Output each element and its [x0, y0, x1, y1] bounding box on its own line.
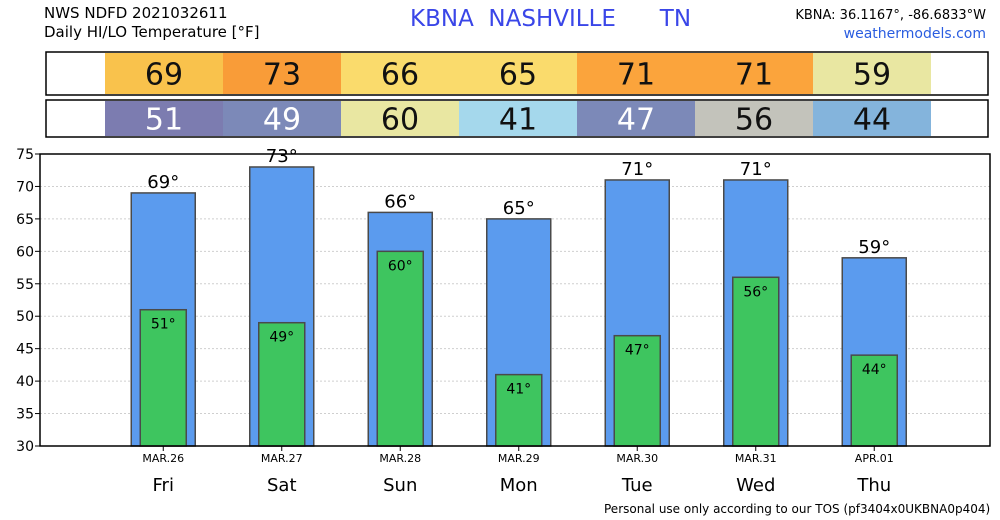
x-date-label: MAR.30 — [616, 452, 658, 465]
station-coordinates: KBNA: 36.1167°, -86.6833°W — [795, 8, 986, 23]
high-summary-cell — [577, 53, 695, 94]
high-summary-value: 73 — [263, 58, 301, 93]
x-date-label: MAR.31 — [735, 452, 777, 465]
low-summary-value: 51 — [145, 103, 183, 138]
high-summary-cell — [695, 53, 813, 94]
low-summary-value: 56 — [735, 103, 773, 138]
high-summary-cell — [105, 53, 223, 94]
low-summary-value: 49 — [263, 103, 301, 138]
high-summary-cell — [223, 53, 341, 94]
low-data-label: 51° — [151, 317, 176, 333]
product-label: NWS NDFD 2021032611 — [44, 4, 228, 22]
y-tick-label: 50 — [16, 309, 34, 325]
low-bar — [495, 373, 543, 447]
y-tick-label: 35 — [16, 407, 34, 423]
low-bar — [732, 276, 780, 447]
high-data-label: 71° — [740, 159, 772, 180]
high-summary-cell — [341, 53, 459, 94]
y-tick-label: 40 — [16, 374, 34, 390]
y-tick-label: 70 — [16, 179, 34, 195]
y-tick-label: 75 — [16, 147, 34, 163]
high-summary-cell — [813, 53, 931, 94]
y-tick-label: 60 — [16, 244, 34, 260]
low-summary-cell — [459, 101, 577, 136]
low-summary-cell — [223, 101, 341, 136]
high-data-label: 59° — [858, 237, 890, 258]
high-summary-value: 59 — [853, 58, 891, 93]
chart-subtitle: Daily HI/LO Temperature [°F] — [44, 23, 260, 41]
high-data-label: 73° — [266, 146, 298, 167]
low-bar — [613, 334, 661, 447]
low-data-label: 44° — [862, 362, 887, 378]
x-date-label: APR.01 — [855, 452, 894, 465]
x-day-label: Sat — [267, 475, 297, 496]
high-summary-value: 65 — [499, 58, 537, 93]
low-data-label: 56° — [743, 284, 768, 300]
low-summary-cell — [577, 101, 695, 136]
website-link[interactable]: weathermodels.com — [843, 26, 986, 42]
low-summary-cell — [695, 101, 813, 136]
header-left: NWS NDFD 2021032611 Daily HI/LO Temperat… — [44, 4, 260, 42]
station-title: KBNA NASHVILLE TN — [410, 6, 692, 32]
low-data-label: 47° — [625, 343, 650, 359]
low-bar — [258, 321, 306, 447]
y-tick-label: 45 — [16, 342, 34, 358]
x-day-label: Mon — [500, 475, 538, 496]
high-summary-value: 71 — [617, 58, 655, 93]
low-data-label: 49° — [269, 330, 294, 346]
y-tick-label: 30 — [16, 439, 34, 455]
low-data-label: 60° — [388, 258, 413, 274]
x-date-label: MAR.29 — [498, 452, 540, 465]
low-summary-value: 60 — [381, 103, 419, 138]
high-summary-value: 69 — [145, 58, 183, 93]
header-right: KBNA: 36.1167°, -86.6833°W weathermodels… — [795, 6, 986, 44]
x-date-label: MAR.27 — [261, 452, 303, 465]
low-bar — [850, 354, 898, 447]
x-day-label: Wed — [736, 475, 775, 496]
high-data-label: 65° — [503, 198, 535, 219]
low-summary-cell — [105, 101, 223, 136]
low-summary-cell — [341, 101, 459, 136]
x-day-label: Thu — [856, 475, 891, 496]
x-day-label: Fri — [153, 475, 174, 496]
high-data-label: 66° — [384, 191, 416, 212]
high-summary-cell — [459, 53, 577, 94]
low-summary-value: 44 — [853, 103, 891, 138]
y-tick-label: 55 — [16, 277, 34, 293]
high-summary-value: 71 — [735, 58, 773, 93]
low-bar — [139, 308, 187, 447]
plot-frame — [39, 153, 991, 447]
low-summary-value: 47 — [617, 103, 655, 138]
x-day-label: Sun — [383, 475, 417, 496]
high-data-label: 69° — [147, 172, 179, 193]
x-day-label: Tue — [621, 475, 653, 496]
low-summary-cell — [813, 101, 931, 136]
x-date-label: MAR.28 — [379, 452, 421, 465]
y-tick-label: 65 — [16, 212, 34, 228]
low-data-label: 41° — [506, 382, 531, 398]
high-summary-value: 66 — [381, 58, 419, 93]
low-bar — [376, 250, 424, 447]
footer-disclaimer: Personal use only according to our TOS (… — [604, 502, 991, 516]
x-date-label: MAR.26 — [142, 452, 184, 465]
high-data-label: 71° — [621, 159, 653, 180]
low-summary-value: 41 — [499, 103, 537, 138]
